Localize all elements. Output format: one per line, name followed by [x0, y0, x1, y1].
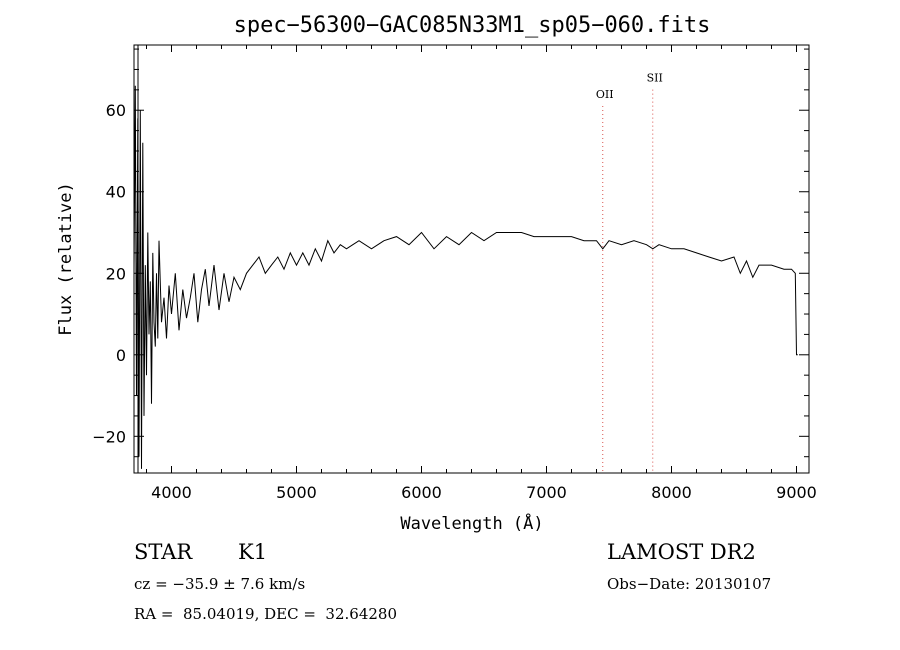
redshift-velocity: cz = −35.9 ± 7.6 km/s — [134, 575, 306, 593]
y-axis-label: Flux (relative) — [56, 182, 76, 336]
y-tick-label: −20 — [92, 427, 126, 446]
coordinates: RA = 85.04019, DEC = 32.64280 — [134, 605, 398, 623]
line-marker-label: SII — [647, 72, 663, 85]
y-tick-label: 0 — [116, 346, 126, 365]
y-tick-label: 20 — [106, 264, 126, 283]
x-tick-label: 8000 — [651, 483, 692, 502]
survey-name: LAMOST DR2 — [607, 540, 756, 564]
y-axis: −20 0 20 40 60 — [92, 48, 809, 458]
x-axis: 4000 5000 6000 7000 8000 9000 — [146, 45, 817, 502]
line-marker-label: OII — [596, 88, 614, 101]
chart-title: spec−56300−GAC085N33M1_sp05−060.fits — [234, 13, 711, 38]
x-tick-label: 9000 — [776, 483, 817, 502]
plot-area: OII SII — [134, 72, 798, 473]
object-subclass: K1 — [238, 540, 268, 564]
x-tick-label: 4000 — [151, 483, 192, 502]
y-tick-label: 60 — [106, 101, 126, 120]
plot-frame — [133, 44, 810, 474]
spectrum-line — [134, 85, 798, 469]
object-class: STAR — [134, 540, 193, 564]
x-axis-label: Wavelength (Å) — [400, 512, 543, 534]
y-tick-label: 40 — [106, 183, 126, 202]
x-tick-label: 6000 — [401, 483, 442, 502]
observation-date: Obs−Date: 20130107 — [607, 575, 772, 593]
x-tick-label: 7000 — [526, 483, 567, 502]
x-tick-label: 5000 — [276, 483, 317, 502]
